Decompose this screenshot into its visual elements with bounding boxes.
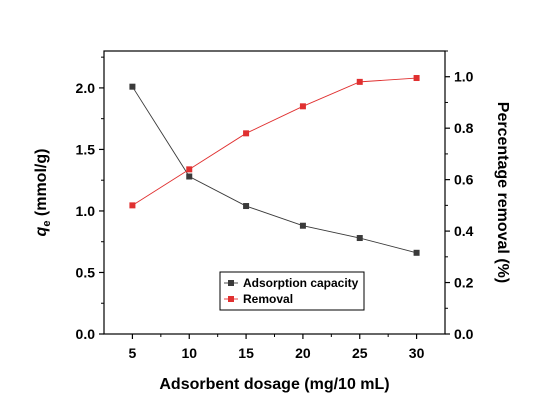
legend-label-adsorption-capacity: Adsorption capacity: [243, 276, 359, 290]
x-tick-label: 20: [295, 345, 311, 361]
y-left-axis-title-subscript: e: [41, 221, 53, 227]
y-right-tick-label: 0.4: [454, 223, 474, 239]
y-left-axis-title-unit: (mmol/g): [33, 149, 50, 221]
data-point-adsorption-capacity: [413, 249, 420, 256]
data-point-adsorption-capacity: [356, 235, 363, 242]
y-left-tick-label: 0.0: [76, 326, 96, 342]
data-point-removal: [299, 103, 306, 110]
data-point-adsorption-capacity: [243, 203, 250, 210]
y-right-tick-label: 0.8: [454, 120, 474, 136]
y-left-axis-title-main: q: [33, 226, 50, 236]
y-right-axis-title: Percentage removal (%): [494, 102, 511, 283]
y-left-tick-label: 1.0: [76, 203, 96, 219]
x-tick-label: 15: [238, 345, 254, 361]
x-tick-label: 25: [352, 345, 368, 361]
y-right-tick-label: 0.6: [454, 172, 474, 188]
legend-marker-removal: [228, 296, 234, 302]
legend-marker-adsorption-capacity: [228, 280, 234, 286]
legend-box: [219, 271, 365, 311]
data-point-removal: [356, 78, 363, 85]
legend-label-removal: Removal: [243, 292, 293, 306]
x-tick-label: 5: [129, 345, 137, 361]
data-point-adsorption-capacity: [299, 222, 306, 229]
series-line-adsorption-capacity: [132, 86, 417, 254]
y-left-tick-label: 0.5: [76, 264, 96, 280]
data-point-removal: [243, 130, 250, 137]
x-tick-label: 30: [409, 345, 425, 361]
data-point-removal: [129, 202, 136, 209]
y-right-tick-label: 0.2: [454, 275, 474, 291]
data-point-adsorption-capacity: [129, 83, 136, 90]
data-point-removal: [186, 166, 193, 173]
data-point-removal: [413, 75, 420, 82]
y-left-axis-title: qe (mmol/g): [33, 149, 53, 237]
y-left-tick-label: 2.0: [76, 80, 96, 96]
y-left-tick-label: 1.5: [76, 141, 96, 157]
x-tick-label: 10: [181, 345, 197, 361]
data-point-adsorption-capacity: [186, 173, 193, 180]
y-right-tick-label: 1.0: [454, 69, 474, 85]
series-line-removal: [132, 77, 417, 206]
y-right-tick-label: 0.0: [454, 326, 474, 342]
x-axis-title: Adsorbent dosage (mg/10 mL): [159, 376, 389, 393]
